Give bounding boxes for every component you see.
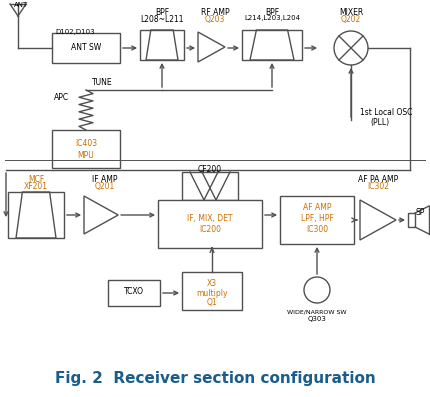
- Text: L208~L211: L208~L211: [140, 15, 183, 24]
- Text: WIDE/NARROW SW: WIDE/NARROW SW: [286, 309, 346, 314]
- Bar: [140, 30, 184, 60]
- Text: L214,L203,L204: L214,L203,L204: [243, 15, 299, 21]
- Text: TCXO: TCXO: [124, 287, 144, 295]
- Bar: [241, 30, 301, 60]
- Bar: [158, 200, 261, 248]
- Text: ANT SW: ANT SW: [71, 44, 101, 52]
- Text: APC: APC: [54, 94, 69, 102]
- Text: multiply: multiply: [196, 289, 227, 297]
- Text: MIXER: MIXER: [338, 8, 362, 17]
- Text: X3: X3: [206, 279, 217, 287]
- Bar: [52, 130, 120, 168]
- Text: D102,D103: D102,D103: [55, 29, 95, 35]
- Text: Q201: Q201: [95, 182, 115, 191]
- Text: IC300: IC300: [305, 224, 327, 233]
- Bar: [407, 213, 414, 227]
- Text: Q303: Q303: [307, 316, 326, 322]
- Text: IC200: IC200: [199, 225, 221, 235]
- Text: CF200: CF200: [197, 165, 221, 174]
- Text: MCF: MCF: [28, 175, 44, 184]
- Text: Fig. 2  Receiver section configuration: Fig. 2 Receiver section configuration: [55, 370, 375, 385]
- Text: 1st Local OSC: 1st Local OSC: [359, 108, 412, 117]
- Text: Q1: Q1: [206, 299, 217, 308]
- Text: BPF: BPF: [264, 8, 278, 17]
- Bar: [108, 280, 160, 306]
- Text: IC403: IC403: [75, 139, 97, 148]
- Text: LPF, HPF: LPF, HPF: [300, 214, 332, 222]
- Bar: [8, 192, 64, 238]
- Text: SP: SP: [415, 208, 424, 217]
- Text: Q202: Q202: [340, 15, 360, 24]
- Text: IC302: IC302: [366, 182, 388, 191]
- Text: (PLL): (PLL): [369, 118, 388, 127]
- Text: XF201: XF201: [24, 182, 48, 191]
- Text: TUNE: TUNE: [92, 78, 112, 87]
- Text: AF AMP: AF AMP: [302, 204, 331, 212]
- Text: MPU: MPU: [77, 150, 94, 160]
- Bar: [280, 196, 353, 244]
- Text: BPF: BPF: [154, 8, 169, 17]
- Text: ANT: ANT: [14, 2, 28, 8]
- Bar: [181, 172, 237, 200]
- Text: Q203: Q203: [204, 15, 224, 24]
- Text: IF AMP: IF AMP: [92, 175, 117, 184]
- Bar: [181, 272, 241, 310]
- Bar: [52, 33, 120, 63]
- Text: RF AMP: RF AMP: [200, 8, 229, 17]
- Text: IF, MIX, DET: IF, MIX, DET: [187, 214, 232, 222]
- Text: AF PA AMP: AF PA AMP: [357, 175, 397, 184]
